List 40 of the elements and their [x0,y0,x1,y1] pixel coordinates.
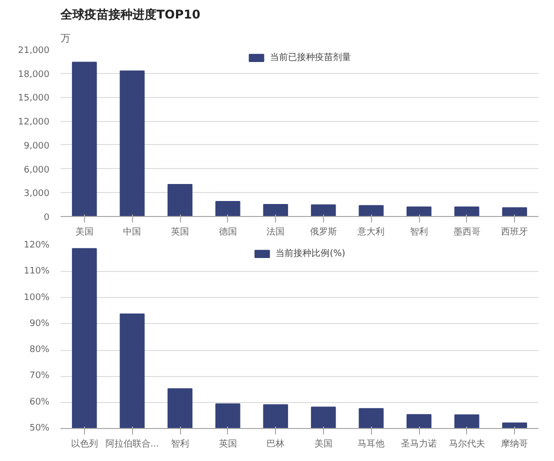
y-tick-label: 3,000 [24,189,50,200]
x-tick-label: 俄罗斯 [310,226,337,238]
x-tick-label: 圣马力诺 [401,438,437,450]
x-tick-label: 智利 [410,226,428,238]
x-tick-label: 德国 [218,226,237,238]
x-tick-label: 西班牙 [501,226,528,238]
x-tick-label: 中国 [123,226,142,238]
x-tick-label: 巴林 [266,438,285,450]
y-tick-label: 60% [29,397,50,408]
y-tick-label: 90% [29,318,50,329]
y-tick-label: 70% [29,371,50,382]
y-tick-label: 12,000 [18,118,50,128]
x-tick-label: 以色列 [70,438,98,450]
y-tick-label: 110% [24,266,50,277]
legend-label: 当前接种比例(%) [276,248,346,260]
y-tick-label: 6,000 [24,165,50,176]
y-tick-label: 21,000 [18,46,50,56]
chart-title: 全球疫苗接种进度TOP10 [60,8,200,22]
x-tick-label: 摩纳哥 [501,438,528,450]
y-tick-label: 18,000 [18,70,50,80]
x-tick-label: 英国 [171,226,189,238]
x-tick-label: 美国 [314,438,332,450]
y-tick-label: 100% [24,292,50,303]
y-tick-label: 50% [29,424,50,434]
y-tick-label: 0 [44,213,50,223]
x-tick-label: 英国 [218,438,237,450]
x-tick-label: 马尔代夫 [448,438,485,450]
x-tick-label: 意大利 [356,226,385,238]
x-tick-label: 马耳他 [358,438,385,450]
y-axis-title: 万 [60,34,70,44]
legend-label: 当前已接种疫苗剂量 [270,52,351,64]
y-tick-label: 15,000 [18,94,50,104]
x-tick-label: 法国 [266,226,285,238]
x-tick-label: 智利 [171,438,189,450]
y-tick-label: 80% [29,345,50,356]
x-tick-label: 美国 [75,226,94,238]
y-tick-label: 9,000 [24,141,50,152]
x-tick-label: 墨西哥 [453,226,480,238]
y-tick-label: 120% [24,240,50,250]
x-tick-label: 阿拉伯联合... [105,438,159,450]
